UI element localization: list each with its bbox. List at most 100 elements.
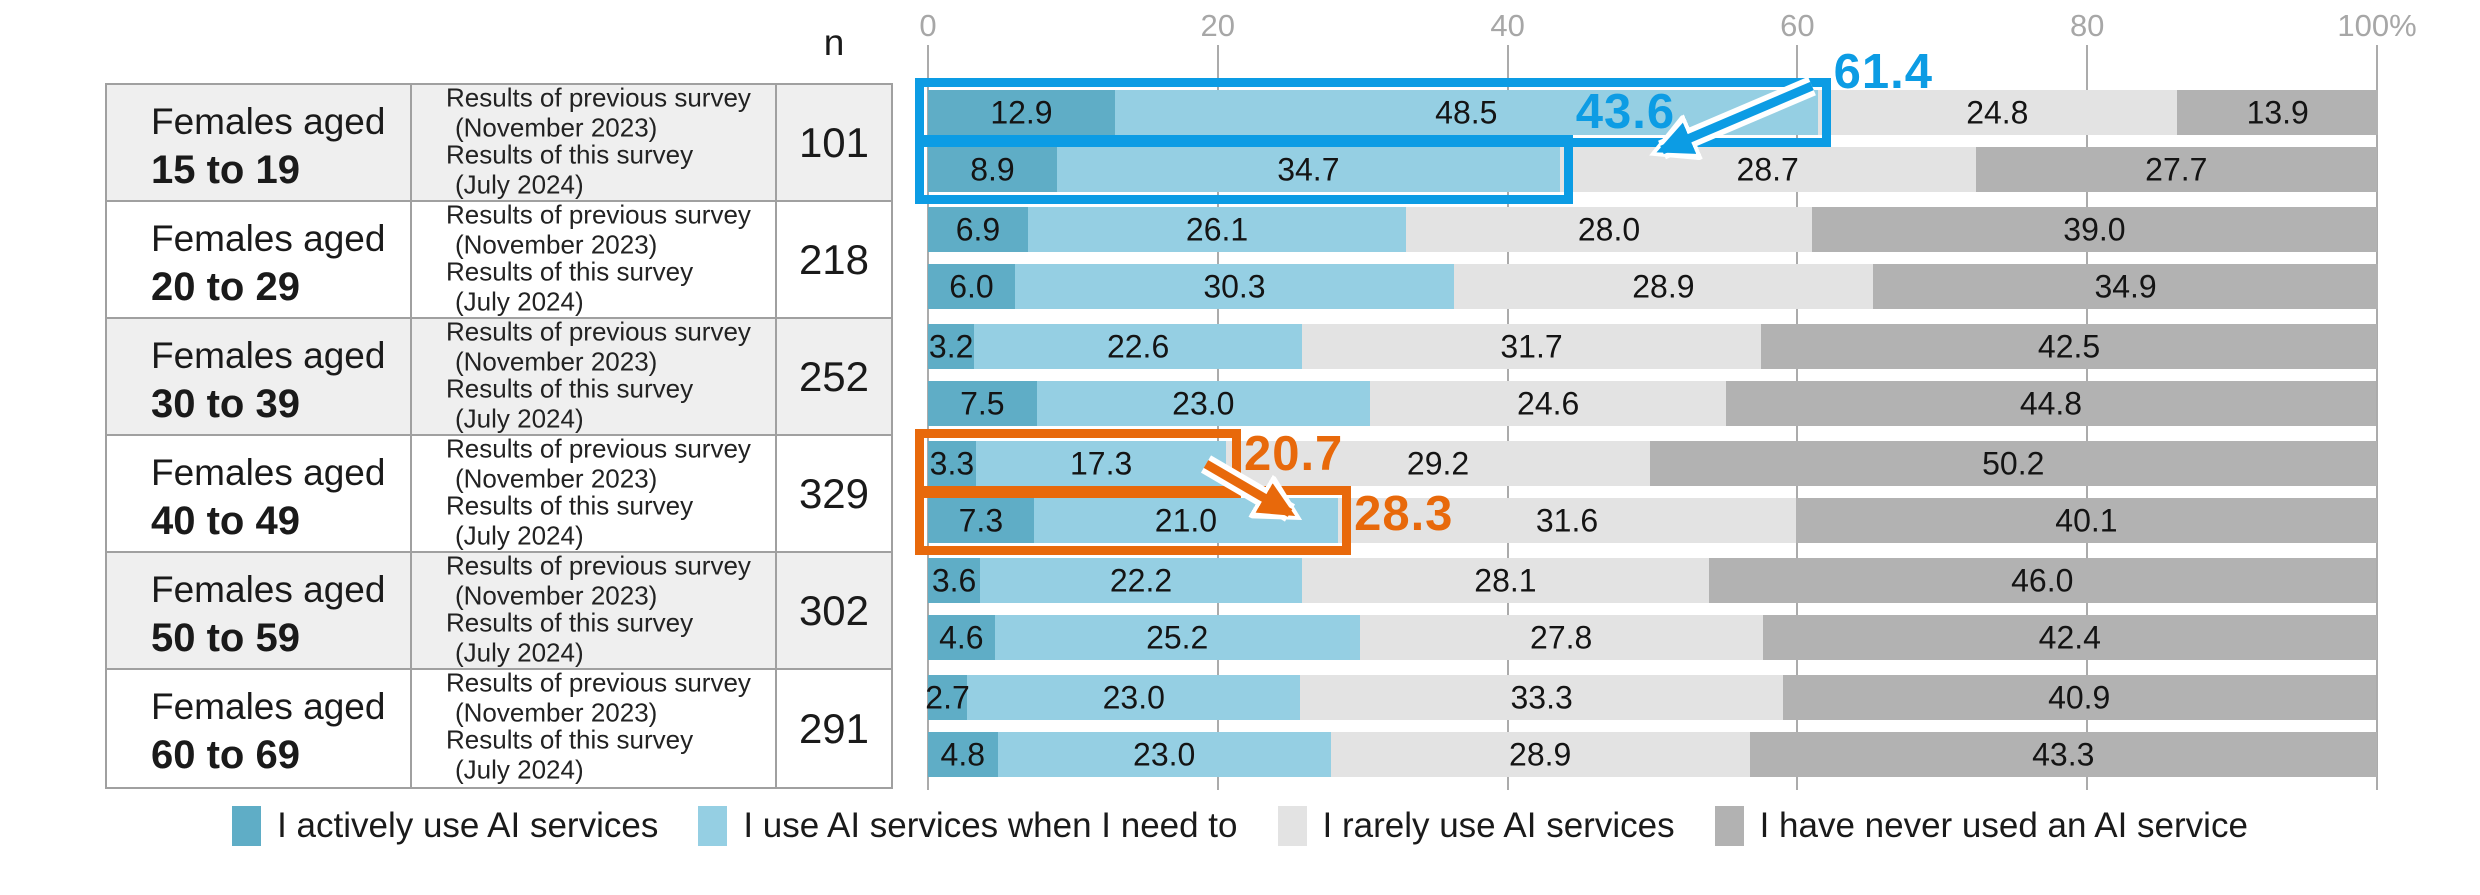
legend-swatch bbox=[1714, 806, 1744, 846]
segment-value-label: 27.7 bbox=[2145, 151, 2208, 187]
segment-value-label: 25.2 bbox=[1146, 619, 1209, 655]
survey-label-line1: Results of this survey bbox=[446, 723, 694, 754]
group-label-line1: Females aged bbox=[151, 101, 386, 142]
group-label-line2: 60 to 69 bbox=[151, 733, 300, 778]
current-survey-label: Results of this survey (July 2024) bbox=[446, 373, 693, 434]
survey-label-line1: Results of this survey bbox=[446, 606, 694, 637]
segment-value-label: 28.1 bbox=[1474, 562, 1537, 598]
segment-value-label: 3.6 bbox=[931, 562, 977, 598]
survey-label-line2: (November 2023) bbox=[455, 463, 658, 494]
legend-item: I use AI services when I need to bbox=[698, 806, 1238, 846]
segment-value-label: 43.3 bbox=[2032, 736, 2095, 772]
previous-survey-label: Results of previous survey (November 2023… bbox=[446, 199, 751, 260]
survey-label-line2: (July 2024) bbox=[455, 286, 584, 317]
stacked-bar-row: 7.5 23.0 24.6 44.8 bbox=[928, 381, 2376, 426]
bar-segment: 12.9 bbox=[928, 90, 1115, 135]
stacked-bar-row: 7.3 21.0 31.6 40.1 bbox=[928, 498, 2377, 543]
survey-label-cell: Results of previous survey (November 2023… bbox=[412, 433, 777, 551]
current-survey-label: Results of this survey (July 2024) bbox=[446, 256, 693, 317]
bar-segment: 34.7 bbox=[1056, 147, 1560, 192]
gridline-100 bbox=[2376, 45, 2378, 790]
x-tick-label: 100% bbox=[2337, 8, 2417, 43]
survey-label-cell: Results of previous survey (November 2023… bbox=[412, 667, 777, 787]
bar-segment: 3.6 bbox=[928, 558, 981, 603]
survey-label-line1: Results of this survey bbox=[446, 372, 694, 403]
bar-segment: 4.8 bbox=[928, 732, 998, 777]
segment-value-label: 29.2 bbox=[1406, 445, 1470, 481]
survey-label-line2: (November 2023) bbox=[455, 697, 658, 728]
bar-segment: 22.2 bbox=[980, 558, 1302, 603]
segment-value-label: 6.0 bbox=[949, 268, 994, 304]
bar-segment: 40.9 bbox=[1782, 675, 2376, 720]
n-value-cell: 329 bbox=[798, 469, 870, 517]
x-tick-label: 60 bbox=[1780, 8, 1815, 43]
segment-value-label: 3.3 bbox=[929, 445, 975, 481]
segment-value-label: 6.9 bbox=[955, 211, 1001, 247]
bar-segment: 42.5 bbox=[1761, 324, 2377, 369]
table-group-row: Females aged 60 to 69 Results of previous … bbox=[107, 667, 891, 787]
survey-label-line2: (July 2024) bbox=[455, 403, 584, 434]
survey-label-line2: (July 2024) bbox=[455, 520, 584, 551]
bar-segment: 2.7 bbox=[925, 675, 970, 720]
survey-label-line1: Results of previous survey bbox=[446, 549, 751, 580]
segment-value-label: 42.5 bbox=[2037, 328, 2101, 364]
n-value-cell: 302 bbox=[798, 586, 870, 634]
previous-survey-label: Results of previous survey (November 2023… bbox=[446, 667, 751, 728]
bar-segment: 8.9 bbox=[928, 147, 1057, 192]
survey-label-line2: (July 2024) bbox=[455, 169, 584, 200]
stacked-bar-row: 3.2 22.6 31.7 42.5 bbox=[928, 324, 2377, 369]
segment-value-label: 46.0 bbox=[2011, 562, 2074, 598]
group-label-line1: Females aged bbox=[151, 686, 386, 727]
n-value-cell: 101 bbox=[798, 118, 870, 166]
survey-label-line2: (July 2024) bbox=[455, 637, 584, 668]
segment-value-label: 39.0 bbox=[2063, 211, 2126, 247]
bar-segment: 31.6 bbox=[1338, 498, 1796, 543]
group-label-line2: 15 to 19 bbox=[151, 148, 300, 193]
group-label-line1: Females aged bbox=[151, 569, 386, 610]
survey-label-line2: (November 2023) bbox=[455, 229, 658, 260]
segment-value-label: 2.7 bbox=[925, 679, 970, 715]
group-label-cell: Females aged 50 to 59 bbox=[107, 553, 412, 668]
stacked-bar-row: 4.6 25.2 27.8 42.4 bbox=[928, 615, 2377, 660]
segment-value-label: 8.9 bbox=[970, 151, 1015, 187]
callout-value-61.4: 61.4 bbox=[1833, 45, 1934, 99]
group-label-cell: Females aged 15 to 19 bbox=[107, 85, 412, 200]
segment-value-label: 50.2 bbox=[1982, 445, 2045, 481]
survey-label-cell: Results of previous survey (November 2023… bbox=[412, 82, 777, 200]
survey-label-line1: Results of this survey bbox=[446, 489, 694, 520]
bar-segment: 44.8 bbox=[1726, 381, 2376, 426]
segment-value-label: 21.0 bbox=[1154, 502, 1218, 538]
bar-segment: 7.3 bbox=[928, 498, 1034, 543]
bar-segment: 17.3 bbox=[975, 441, 1227, 486]
legend-label: I rarely use AI services bbox=[1322, 806, 1675, 845]
bar-segment: 42.4 bbox=[1762, 615, 2377, 660]
bar-segment: 43.3 bbox=[1749, 732, 2377, 777]
segment-value-label: 7.3 bbox=[958, 502, 1004, 538]
current-survey-label: Results of this survey (July 2024) bbox=[446, 139, 693, 200]
survey-label-line1: Results of previous survey bbox=[446, 315, 751, 346]
segment-value-label: 4.6 bbox=[939, 619, 984, 655]
callout-value-20.7: 20.7 bbox=[1243, 427, 1344, 481]
survey-label-line2: (November 2023) bbox=[455, 112, 658, 143]
segment-value-label: 12.9 bbox=[990, 94, 1053, 130]
survey-label-line1: Results of this survey bbox=[446, 138, 694, 169]
previous-survey-label: Results of previous survey (November 2023… bbox=[446, 433, 751, 494]
survey-label-cell: Results of previous survey (November 2023… bbox=[412, 199, 777, 317]
bar-segment: 13.9 bbox=[2177, 90, 2379, 135]
segment-value-label: 22.6 bbox=[1106, 328, 1170, 364]
survey-label-line1: Results of previous survey bbox=[446, 666, 751, 697]
bar-segment: 23.0 bbox=[967, 675, 1301, 720]
group-label-line2: 20 to 29 bbox=[151, 265, 300, 310]
segment-value-label: 44.8 bbox=[2019, 385, 2083, 421]
bar-segment: 24.6 bbox=[1369, 381, 1727, 426]
segment-value-label: 40.9 bbox=[2048, 679, 2111, 715]
segment-value-label: 17.3 bbox=[1070, 445, 1133, 481]
bar-segment: 39.0 bbox=[1811, 207, 2377, 252]
callout-value-28.3: 28.3 bbox=[1354, 487, 1454, 541]
bar-segment: 28.1 bbox=[1301, 558, 1709, 603]
survey-label-cell: Results of previous survey (November 2023… bbox=[412, 549, 777, 668]
bar-segment: 24.8 bbox=[1817, 90, 2177, 135]
survey-label-cell: Results of previous survey (November 2023… bbox=[412, 315, 777, 434]
segment-value-label: 33.3 bbox=[1510, 679, 1573, 715]
